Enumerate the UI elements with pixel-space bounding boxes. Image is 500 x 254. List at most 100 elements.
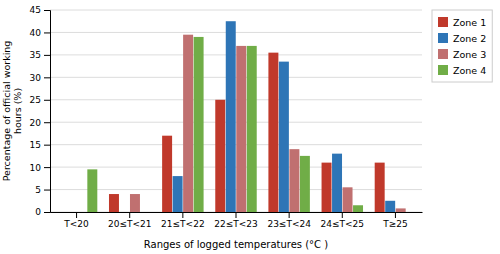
tick-mark [342,212,343,218]
legend-label: Zone 1 [453,17,486,28]
bar [226,21,236,212]
tick-label: 30 [30,73,42,83]
bar [268,53,278,212]
legend-item: Zone 3 [438,49,486,60]
tick-label: 10 [30,162,42,172]
tick-label: T<20 [63,219,89,229]
tick: 23≤T<24 [267,212,311,229]
tick-mark [395,212,396,218]
tick-mark [129,212,130,218]
bar [385,201,395,212]
bar-series [130,35,406,212]
tick-label: 24≤T<25 [321,219,364,229]
tick-label: 40 [30,28,42,38]
bar [375,163,385,212]
bar [332,154,342,212]
y-axis-title-line: hours (%) [12,88,23,134]
tick-label: 20 [30,118,42,128]
tick-mark [44,212,50,213]
x-axis: T<20 20≤T<21 21≤T<22 22≤T<23 23≤T<24 24≤T<25 T… [51,212,423,229]
tick: 35 [30,50,50,60]
y-axis-title-line: Percentage of official working [1,41,12,182]
grid-line [50,77,422,78]
legend-swatch [438,65,448,75]
tick: 22≤T<23 [214,212,257,229]
bar [300,156,310,212]
tick: 30 [30,73,50,83]
bar [56,212,66,213]
legend-item: Zone 4 [438,65,486,76]
tick-label: 35 [30,50,41,60]
tick-label: 25 [30,95,41,105]
tick-mark [289,212,290,218]
tick-mark [44,122,50,123]
legend-item: Zone 1 [438,17,486,28]
tick: 0 [35,207,50,217]
y-axis: 051015202530354045 [30,5,51,217]
bar [194,37,204,212]
grid-line [50,122,422,123]
x-axis-title: Ranges of logged temperatures (°C ) [144,239,328,250]
grid-line [50,167,422,168]
bar [353,205,363,212]
tick-mark [44,190,50,191]
tick-label: 45 [30,5,41,15]
tick-label: 5 [35,185,41,195]
tick-label: 0 [35,207,41,217]
legend-item: Zone 2 [438,33,486,44]
legend-label: Zone 2 [453,33,486,44]
tick-mark [236,212,237,218]
tick-label: 22≤T<23 [214,219,257,229]
bar [87,169,97,212]
tick-mark [44,77,50,78]
tick: T≥25 [382,212,408,229]
tick-mark [44,167,50,168]
bar [236,46,246,212]
bar [279,62,289,212]
grid-line [50,144,422,145]
tick: 24≤T<25 [321,212,364,229]
legend-swatch [438,17,448,27]
tick-mark [44,32,50,33]
grid [50,10,422,212]
bar [406,212,416,213]
bar [162,136,172,212]
bar [322,163,332,212]
bar [396,208,406,212]
bar [140,212,150,213]
bar-series [173,21,396,212]
tick: 20 [30,118,50,128]
grid-line [50,32,422,33]
tick: 10 [30,162,50,172]
grid-line [50,189,422,190]
bar-series [87,37,363,212]
bars [87,21,405,212]
tick: 25 [30,95,50,105]
plot: T<20 20≤T<21 21≤T<22 22≤T<23 23≤T<24 24≤T<25 T… [1,5,492,250]
legend-swatch [438,49,448,59]
bar [183,35,193,212]
tick: 20≤T<21 [108,212,151,229]
bar [109,194,119,212]
legend-swatch [438,33,448,43]
tick-label: 21≤T<22 [161,219,204,229]
tick-mark [44,145,50,146]
tick-mark [44,55,50,56]
bar [343,187,353,212]
tick: 45 [30,5,50,15]
bar [77,212,87,213]
bar [289,149,299,212]
chart: T<20 20≤T<21 21≤T<22 22≤T<23 23≤T<24 24≤T<25 T… [0,0,500,254]
tick-label: 23≤T<24 [267,219,311,229]
legend-frame [432,10,492,82]
tick-mark [76,212,77,218]
legend-label: Zone 4 [453,65,486,76]
tick-label: 20≤T<21 [108,219,151,229]
tick: 5 [35,185,50,195]
tick: 40 [30,28,50,38]
bar [247,46,257,212]
bar [215,100,225,212]
bar [66,212,76,213]
tick-label: T≥25 [382,219,408,229]
tick-mark [182,212,183,218]
